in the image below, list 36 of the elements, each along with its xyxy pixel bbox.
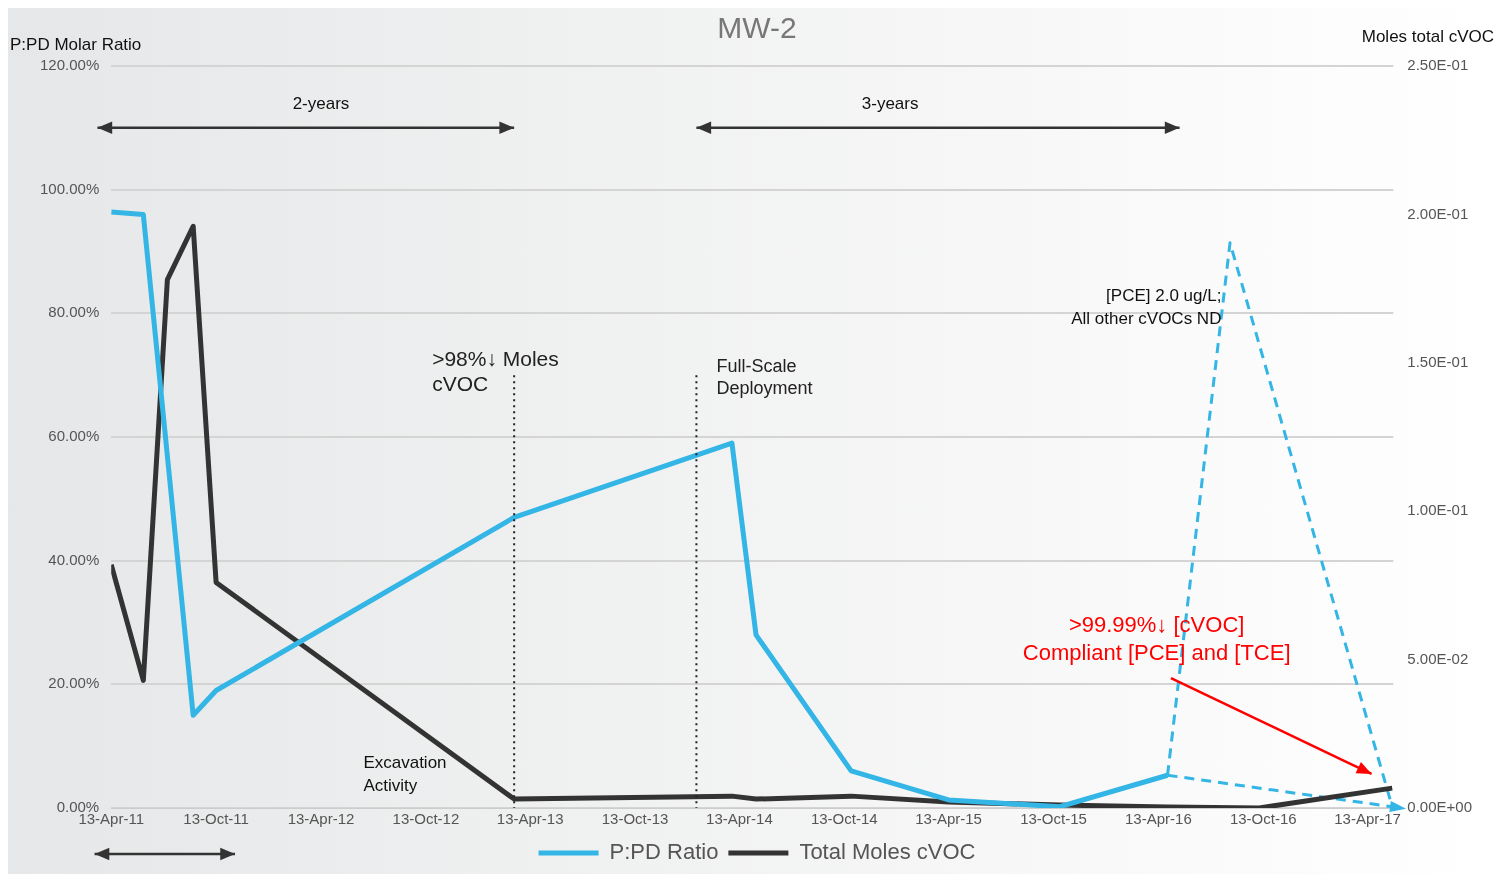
x-tick-label: 13-Apr-14 <box>706 810 773 828</box>
annotation: >99.99%↓ [cVOC] Compliant [PCE] and [TCE] <box>1022 611 1291 665</box>
x-tick-label: 13-Apr-17 <box>1334 810 1401 828</box>
annotation: Excavation Activity <box>363 752 447 795</box>
annotation: [PCE] 2.0 ug/L; All other cVOCs ND <box>1071 285 1222 328</box>
x-tick-label: 13-Apr-12 <box>287 810 355 828</box>
y-tick-label: 60.00% <box>48 427 100 445</box>
y2-tick-label: 0.00E+00 <box>1407 798 1473 816</box>
legend-label: Total Moles cVOC <box>799 839 976 865</box>
y2-tick-label: 1.50E-01 <box>1407 352 1469 370</box>
x-tick-label: 13-Apr-15 <box>915 810 982 828</box>
x-tick-label: 13-Apr-13 <box>496 810 564 828</box>
y2-axis-title: Moles total cVOC <box>1361 27 1494 46</box>
x-tick-label: 13-Oct-16 <box>1229 810 1297 828</box>
y-tick-label: 100.00% <box>40 179 100 197</box>
chart-title: MW-2 <box>717 11 797 45</box>
x-tick-label: 13-Oct-13 <box>601 810 669 828</box>
x-tick-label: 13-Oct-12 <box>392 810 460 828</box>
y-tick-label: 80.00% <box>48 303 100 321</box>
ref-line-label: Full-Scale Deployment <box>716 356 813 399</box>
annotation: 3-years <box>861 94 919 114</box>
y2-tick-label: 1.00E-01 <box>1407 501 1469 519</box>
ref-line-label: >98%↓ Moles cVOC <box>432 346 559 395</box>
y-tick-label: 20.00% <box>48 674 100 692</box>
y-tick-label: 120.00% <box>40 56 100 74</box>
x-tick-label: 13-Oct-14 <box>810 810 878 828</box>
x-tick-label: 13-Oct-11 <box>183 810 249 828</box>
y-tick-label: 40.00% <box>48 550 100 568</box>
x-tick-label: 13-Apr-16 <box>1125 810 1192 828</box>
y-axis-title: P:PD Molar Ratio <box>10 35 142 54</box>
y2-tick-label: 2.50E-01 <box>1407 56 1469 74</box>
y2-tick-label: 2.00E-01 <box>1407 204 1469 222</box>
legend-label: P:PD Ratio <box>609 839 719 865</box>
x-tick-label: 13-Oct-15 <box>1020 810 1087 828</box>
annotation: 2-years <box>292 94 350 114</box>
y2-tick-label: 5.00E-02 <box>1407 649 1469 667</box>
